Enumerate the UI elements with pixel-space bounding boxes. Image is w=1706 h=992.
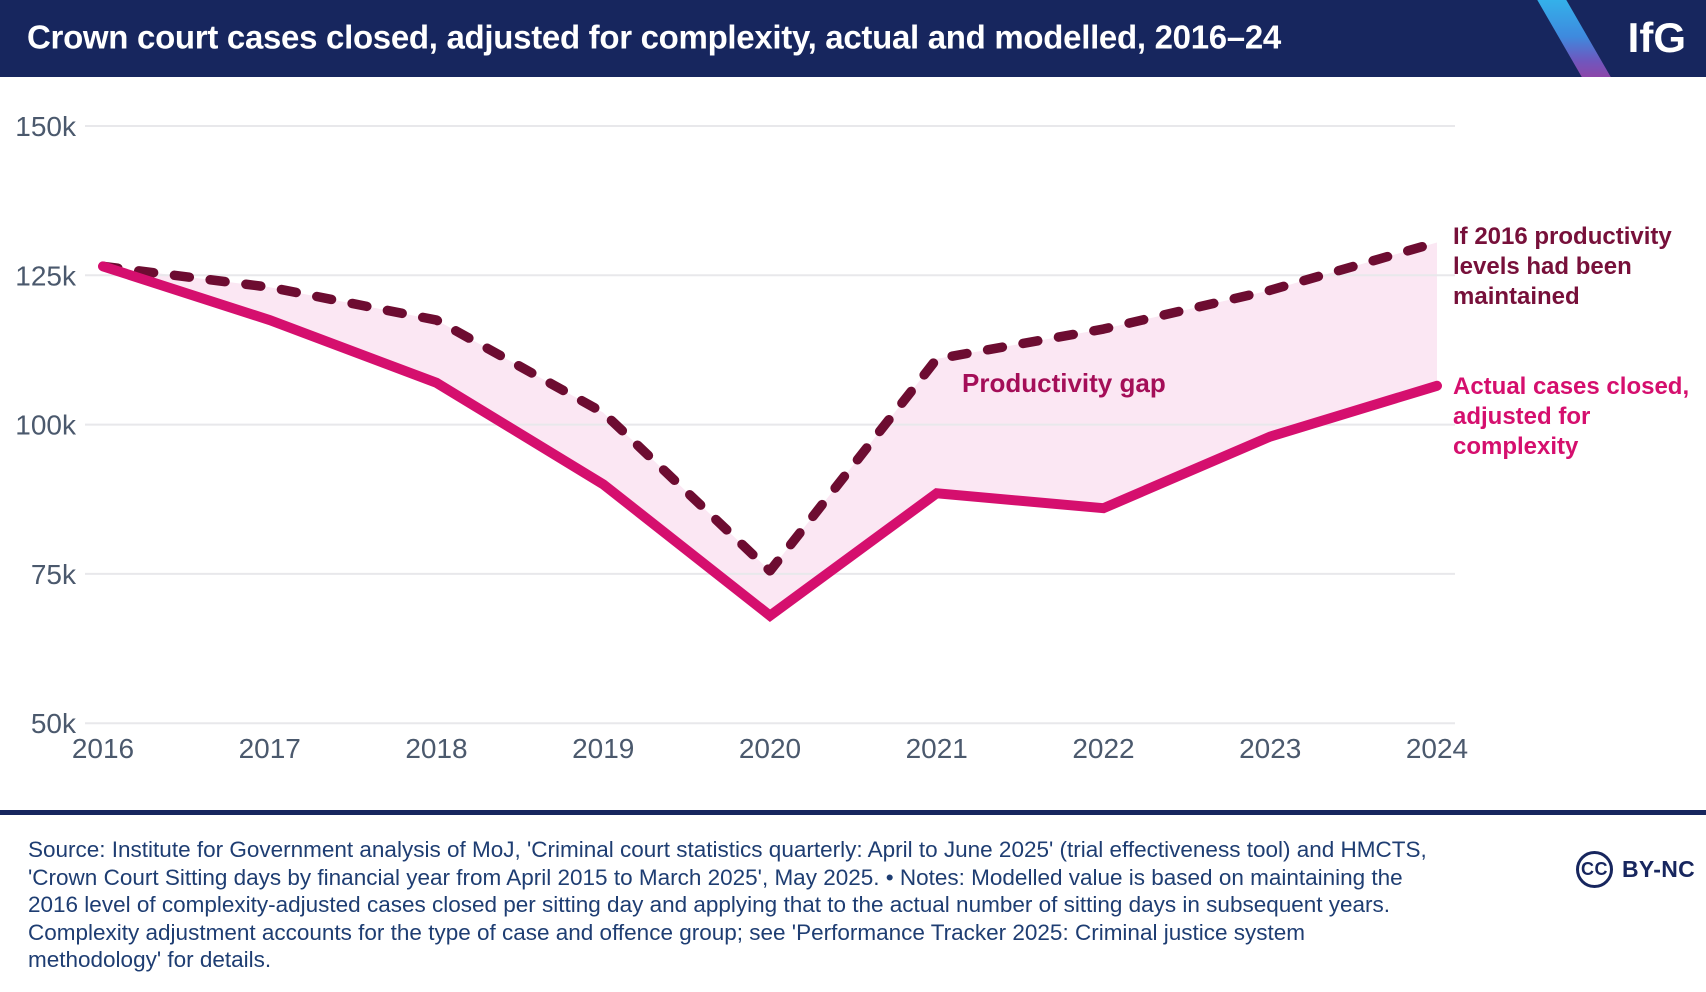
license-label: BY-NC — [1622, 856, 1696, 882]
y-tick-label: 100k — [15, 410, 77, 441]
x-tick-label: 2017 — [239, 733, 301, 764]
x-tick-label: 2016 — [72, 733, 134, 764]
modelled-series-label: If 2016 productivity levels had been mai… — [1453, 223, 1672, 310]
x-tick-label: 2018 — [405, 733, 467, 764]
source-note: Source: Institute for Government analysi… — [28, 837, 1427, 973]
y-tick-label: 50k — [31, 708, 77, 739]
modelled-line — [98, 237, 1442, 576]
y-tick-label: 75k — [31, 559, 77, 590]
actual-line — [98, 261, 1442, 622]
x-tick-label: 2020 — [739, 733, 801, 764]
x-tick-label: 2024 — [1406, 733, 1468, 764]
actual-series-label: Actual cases closed, adjusted for comple… — [1453, 373, 1690, 460]
y-tick-label: 125k — [15, 260, 77, 291]
y-tick-label: 150k — [15, 111, 77, 142]
productivity-gap-label: Productivity gap — [962, 368, 1166, 398]
x-tick-label: 2019 — [572, 733, 634, 764]
chart-title: Crown court cases closed, adjusted for c… — [27, 17, 1281, 55]
creative-commons-icon: CC — [1576, 851, 1613, 888]
footer: Source: Institute for Government analysi… — [0, 810, 1706, 992]
x-tick-label: 2023 — [1239, 733, 1301, 764]
ifg-logo: IfG — [1627, 13, 1686, 61]
x-tick-label: 2022 — [1072, 733, 1134, 764]
x-tick-label: 2021 — [906, 733, 968, 764]
license-badge: CC BY-NC — [1576, 851, 1695, 888]
header-bar: Crown court cases closed, adjusted for c… — [0, 0, 1706, 77]
productivity-gap-area — [103, 242, 1437, 616]
